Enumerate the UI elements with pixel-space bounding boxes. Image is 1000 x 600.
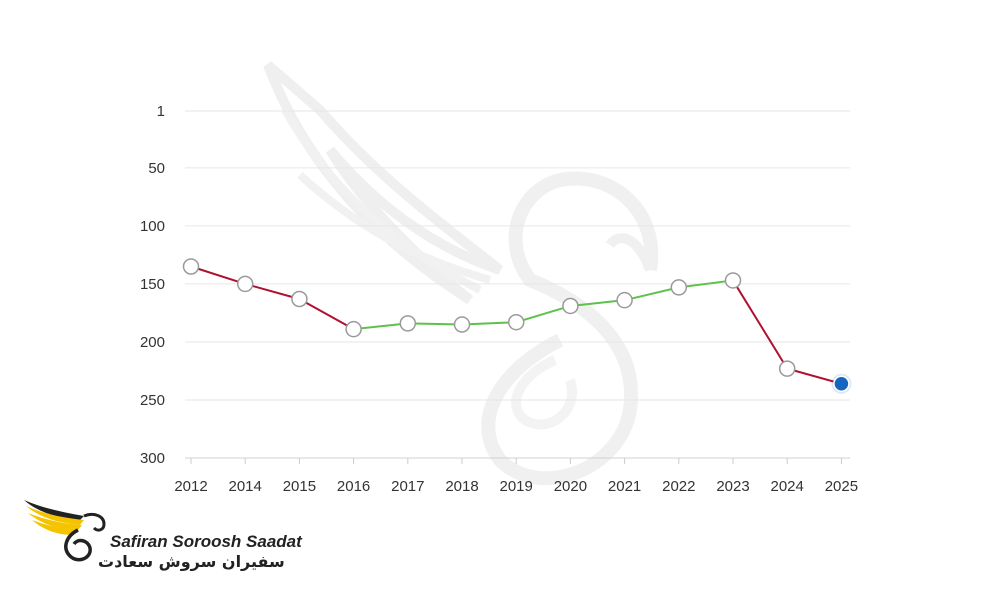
series-segment xyxy=(624,286,680,302)
x-tick-label: 2023 xyxy=(716,478,749,495)
series-segment xyxy=(461,321,517,326)
data-point[interactable] xyxy=(399,315,417,332)
x-tick-label: 2020 xyxy=(554,478,587,495)
x-tick-label: 2017 xyxy=(391,478,424,495)
data-point[interactable] xyxy=(453,316,471,333)
data-point[interactable] xyxy=(507,313,525,331)
series-segment xyxy=(298,298,355,331)
series-points xyxy=(182,258,852,394)
series-segment xyxy=(732,279,789,370)
x-axis: 2012 2014 2015 2016 2017 2018 2019 2020 2021 2022… xyxy=(174,457,858,495)
brand-name-english: Safiran Soroosh Saadat xyxy=(110,532,302,551)
series-segment xyxy=(353,322,408,331)
data-point[interactable] xyxy=(236,275,254,293)
brand-wing-icon xyxy=(24,500,106,562)
series-segment xyxy=(570,299,625,307)
series-segment xyxy=(678,279,734,289)
data-point[interactable] xyxy=(724,272,742,289)
y-tick-label: 100 xyxy=(140,218,165,235)
data-point[interactable] xyxy=(778,360,796,377)
series-segment xyxy=(786,367,842,385)
x-tick-label: 2014 xyxy=(229,478,262,495)
y-tick-label: 50 xyxy=(148,160,165,177)
watermark-emblem-icon xyxy=(263,61,659,486)
series-segment xyxy=(190,265,246,285)
x-tick-label: 2018 xyxy=(445,478,478,495)
brand-logo: Safiran Soroosh Saadat سفیران سروش سعادت xyxy=(22,494,302,574)
x-tick-label: 2016 xyxy=(337,478,370,495)
data-point[interactable] xyxy=(670,279,688,296)
y-tick-label: 250 xyxy=(140,392,165,409)
brand-name-persian: سفیران سروش سعادت xyxy=(98,552,285,571)
data-point[interactable] xyxy=(291,290,308,308)
x-tick-label: 2025 xyxy=(825,478,858,495)
series-segment xyxy=(407,322,463,326)
x-tick-label: 2019 xyxy=(500,478,533,495)
series-segment xyxy=(244,282,300,300)
y-tick-label: 150 xyxy=(140,276,165,293)
series-segments xyxy=(190,265,842,385)
y-tick-label: 300 xyxy=(140,450,165,467)
x-tick-label: 2021 xyxy=(608,478,641,495)
y-tick-label: 200 xyxy=(140,334,165,351)
data-point-highlighted[interactable] xyxy=(833,375,850,392)
series-segment xyxy=(515,305,571,324)
x-tick-label: 2024 xyxy=(771,478,804,495)
x-tick-label: 2012 xyxy=(174,478,207,495)
x-tick-label: 2015 xyxy=(283,478,316,495)
data-point[interactable] xyxy=(616,291,633,309)
data-point[interactable] xyxy=(562,297,579,315)
data-point[interactable] xyxy=(345,320,362,338)
data-point[interactable] xyxy=(182,258,200,275)
y-tick-label: 1 xyxy=(157,103,165,120)
x-tick-label: 2022 xyxy=(662,478,695,495)
